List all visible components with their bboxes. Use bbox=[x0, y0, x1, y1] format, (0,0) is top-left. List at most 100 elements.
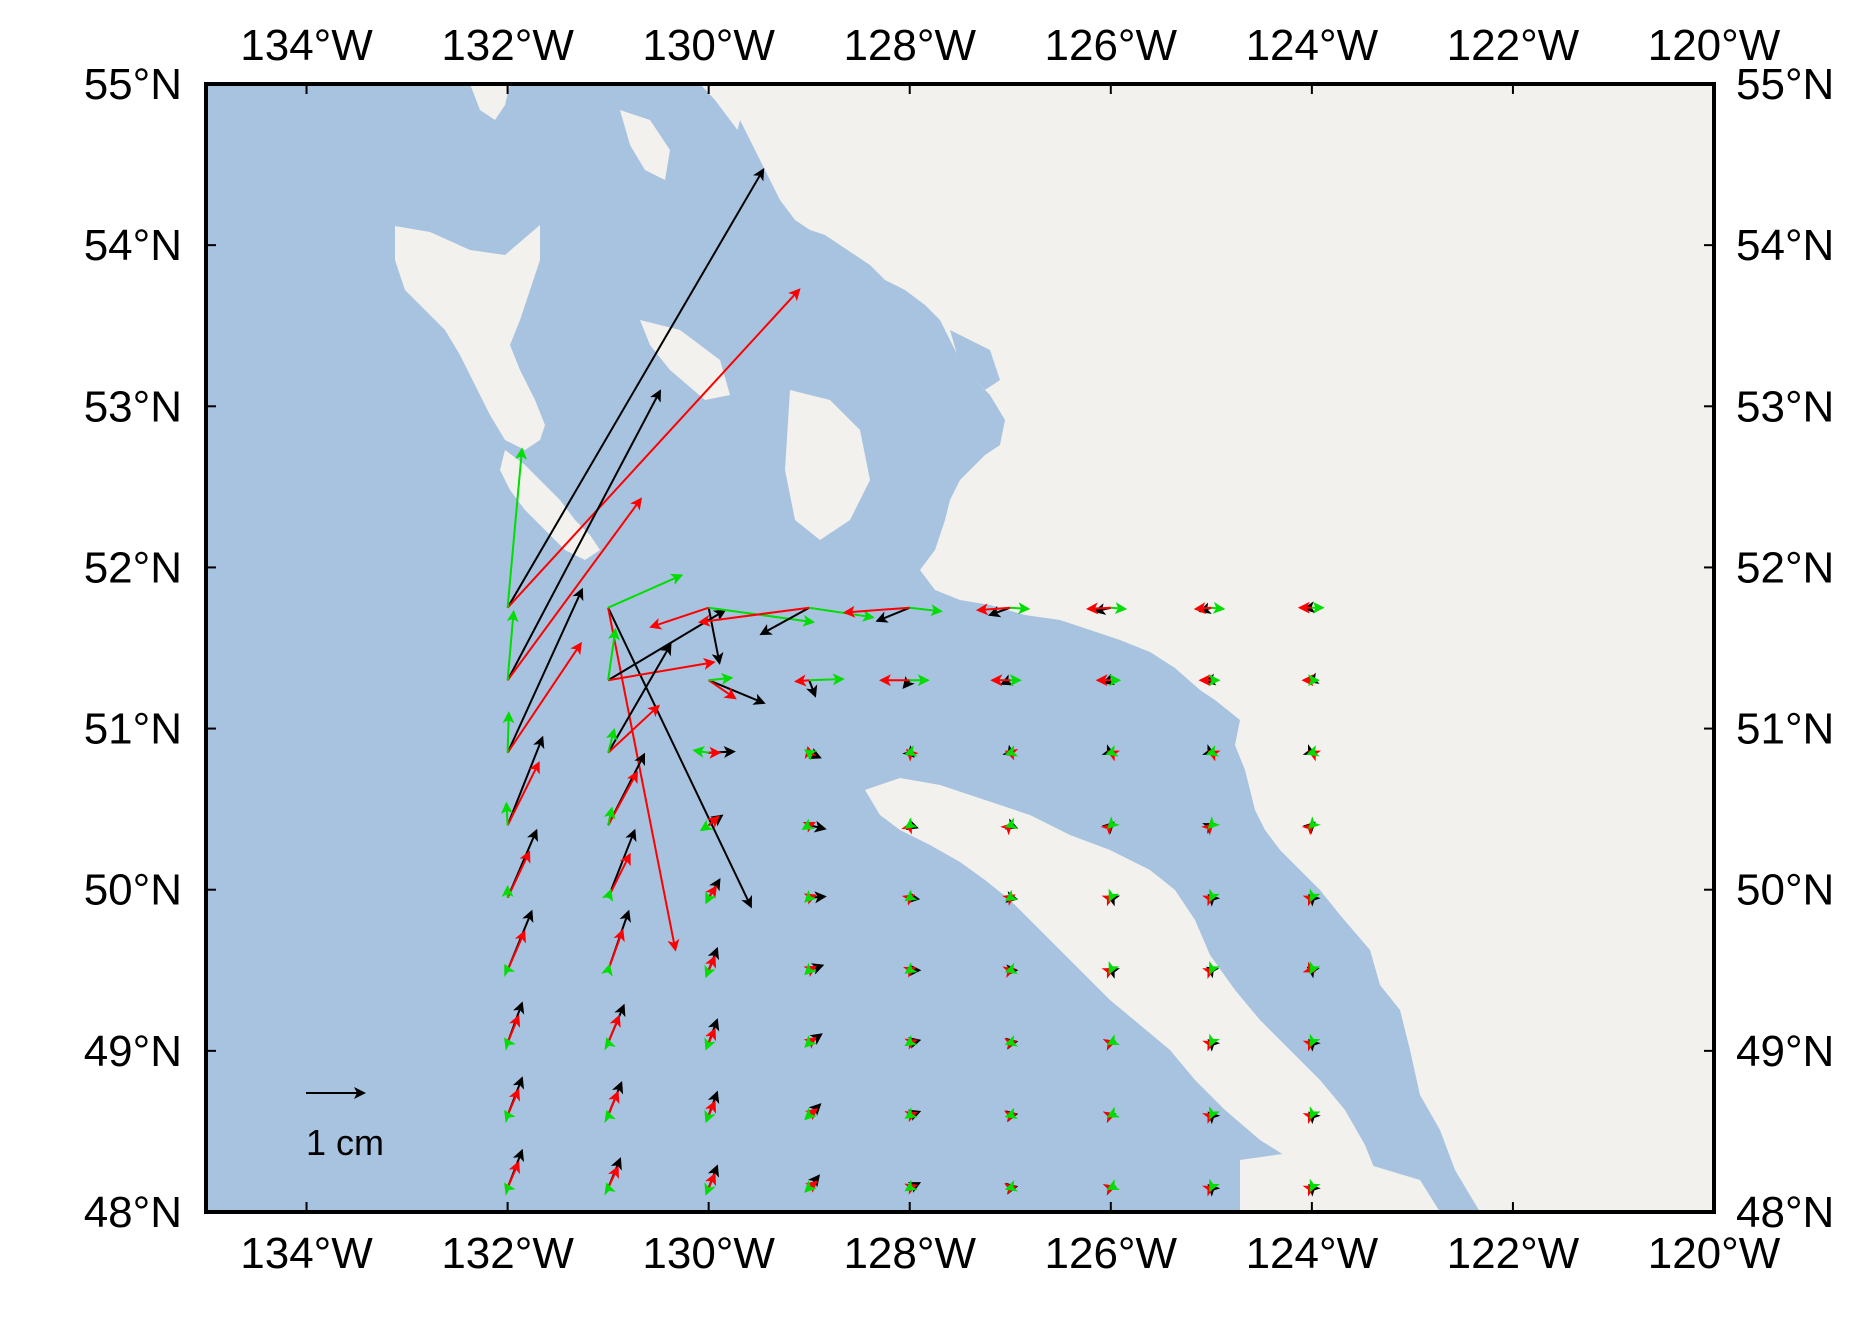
vector-arrow-red bbox=[1101, 968, 1115, 979]
vector-arrow-red bbox=[506, 641, 582, 754]
left-latitude-axis: 55°N 54°N 53°N 52°N 51°N 50°N 49°N 48°N bbox=[84, 60, 216, 1237]
island-north-1 bbox=[470, 84, 510, 120]
vector-arrow-green bbox=[1211, 601, 1226, 614]
vector-arrow-green bbox=[504, 1037, 516, 1051]
haida-gwaii-graham-island bbox=[395, 225, 545, 450]
vector-arrow-red bbox=[1103, 1184, 1117, 1196]
bottom-tick-label: 120°W bbox=[1648, 1229, 1781, 1278]
vector-arrow-green bbox=[604, 1037, 616, 1051]
vector-arrow-green bbox=[1110, 602, 1128, 615]
right-tick-label: 53°N bbox=[1736, 382, 1834, 431]
vector-arrow-green bbox=[1309, 1106, 1321, 1120]
vector-arrow-black bbox=[902, 675, 915, 689]
vector-arrow-green bbox=[1108, 888, 1120, 902]
vector-arrow-green bbox=[904, 889, 918, 902]
haida-gwaii-moresby-island bbox=[500, 450, 600, 560]
vector-arrow-red bbox=[506, 761, 540, 826]
left-tick-label: 55°N bbox=[84, 60, 182, 109]
bottom-tick-label: 126°W bbox=[1045, 1229, 1178, 1278]
scale-legend: 1 cm bbox=[306, 1087, 384, 1163]
vector-arrow-red bbox=[1103, 1111, 1117, 1123]
right-tick-label: 48°N bbox=[1736, 1188, 1834, 1237]
vector-arrow-black bbox=[806, 679, 818, 698]
vector-arrow-green bbox=[504, 1110, 516, 1124]
vector-arrow-green bbox=[1106, 1106, 1121, 1118]
left-tick-label: 51°N bbox=[84, 705, 182, 754]
vector-arrow-green bbox=[904, 1179, 918, 1192]
vector-arrow-green bbox=[804, 890, 817, 903]
vector-arrow-red bbox=[1202, 968, 1216, 979]
bottom-tick-label: 122°W bbox=[1447, 1229, 1580, 1278]
vector-arrow-green bbox=[704, 1037, 716, 1051]
vector-arrow-red bbox=[1003, 1110, 1018, 1123]
vector-arrow-green bbox=[803, 749, 818, 761]
vector-arrow-green bbox=[601, 888, 614, 902]
vector-arrow-red bbox=[901, 821, 912, 835]
vector-arrow-red bbox=[1003, 1038, 1018, 1050]
vector-arrow-black bbox=[875, 606, 911, 623]
vector-arrow-red bbox=[975, 603, 1011, 616]
left-tick-label: 49°N bbox=[84, 1027, 182, 1076]
vector-arrow-red bbox=[1202, 1185, 1216, 1197]
vector-arrow-black bbox=[506, 735, 545, 826]
vector-arrow-green bbox=[909, 604, 943, 617]
top-tick-label: 128°W bbox=[843, 21, 976, 70]
vector-arrow-green bbox=[607, 627, 620, 681]
vector-arrow-green bbox=[1004, 1180, 1019, 1192]
vector-arrow-red bbox=[607, 704, 660, 754]
vector-arrow-red bbox=[794, 674, 810, 687]
bottom-tick-label: 130°W bbox=[642, 1229, 775, 1278]
vector-arrow-green bbox=[504, 1182, 516, 1196]
vector-arrow-green bbox=[1309, 961, 1321, 975]
right-tick-label: 52°N bbox=[1736, 543, 1834, 592]
vector-arrow-green bbox=[1004, 817, 1019, 829]
olympic-peninsula bbox=[1240, 1150, 1440, 1212]
island-central-coast bbox=[785, 390, 870, 540]
vector-arrow-red bbox=[1103, 1039, 1117, 1051]
top-tick-label: 126°W bbox=[1045, 21, 1178, 70]
vector-arrow-black bbox=[506, 389, 661, 681]
vector-arrow-black bbox=[1302, 744, 1317, 755]
vector-arrow-green bbox=[904, 817, 918, 829]
vector-arrow-green bbox=[1207, 816, 1221, 830]
vector-arrow-green bbox=[705, 890, 717, 905]
vector-arrow-red bbox=[607, 657, 716, 682]
vector-arrow-green bbox=[699, 819, 714, 832]
bottom-tick-label: 134°W bbox=[240, 1229, 373, 1278]
vector-arrow-green bbox=[506, 447, 528, 608]
top-longitude-axis: 134°W 132°W 130°W 128°W 126°W 124°W 122°W 120°W bbox=[240, 21, 1781, 94]
vector-arrow-red bbox=[1101, 895, 1115, 907]
vector-arrow-black bbox=[506, 167, 765, 609]
vector-arrow-green bbox=[804, 1107, 817, 1121]
vector-arrow-red bbox=[1302, 895, 1317, 907]
vector-arrow-green bbox=[1209, 888, 1220, 902]
vector-arrow-red bbox=[1193, 602, 1212, 615]
top-tick-label: 124°W bbox=[1246, 21, 1379, 70]
vector-arrow-green bbox=[1209, 1106, 1220, 1120]
inland-fjord-3 bbox=[735, 120, 770, 210]
vector-arrow-red bbox=[1302, 1113, 1317, 1124]
vector-arrow-green bbox=[1309, 1033, 1321, 1047]
vector-arrow-red bbox=[1202, 1040, 1216, 1052]
vector-arrow-green bbox=[1105, 745, 1119, 757]
vector-arrow-red bbox=[506, 288, 801, 609]
right-tick-label: 54°N bbox=[1736, 221, 1834, 270]
vector-arrow-green bbox=[1004, 1107, 1019, 1120]
vector-arrow-green bbox=[1309, 1178, 1321, 1193]
top-tick-label: 130°W bbox=[642, 21, 775, 70]
right-tick-label: 50°N bbox=[1736, 866, 1834, 915]
vector-arrow-green bbox=[1209, 1033, 1220, 1047]
top-tick-label: 122°W bbox=[1447, 21, 1580, 70]
vector-arrow-green bbox=[904, 962, 918, 974]
left-tick-label: 54°N bbox=[84, 221, 182, 270]
top-tick-label: 134°W bbox=[240, 21, 373, 70]
vector-arrow-red bbox=[1302, 1185, 1317, 1197]
vector-arrow-black bbox=[607, 643, 672, 754]
vector-arrow-green bbox=[809, 673, 845, 686]
vector-arrow-green bbox=[904, 745, 918, 757]
vector-arrow-black bbox=[1202, 744, 1216, 755]
inland-fjord-2 bbox=[950, 330, 1000, 390]
vector-arrow-red bbox=[1301, 822, 1315, 836]
inland-fjord-1 bbox=[850, 300, 905, 450]
vector-arrow-red bbox=[1201, 822, 1214, 836]
